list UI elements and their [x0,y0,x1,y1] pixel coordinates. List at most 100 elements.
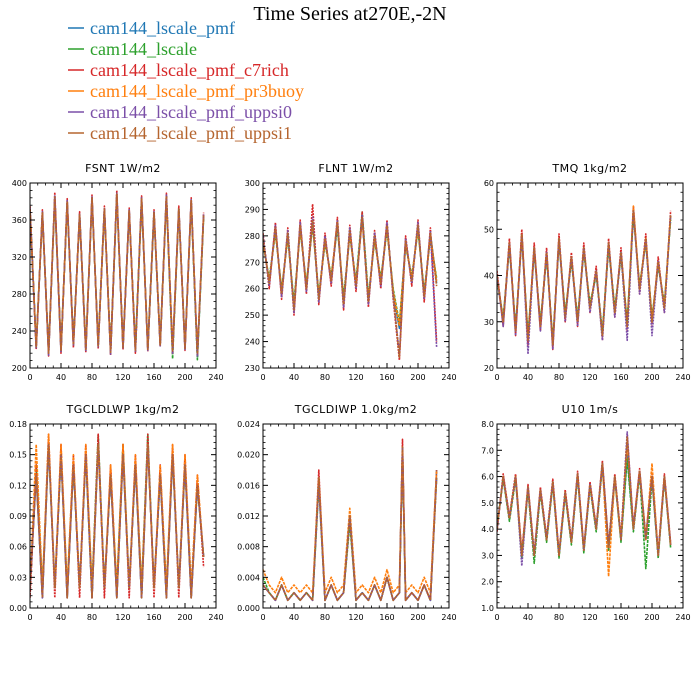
x-tick-label: 40 [56,373,66,382]
y-tick-label: 7.0 [481,446,494,455]
series-group [497,205,672,355]
legend-label: cam144_lscale_pmf_uppsi0 [90,102,292,122]
series-group [263,438,438,602]
series-line [30,193,205,355]
y-tick-label: 260 [245,285,260,294]
x-tick-label: 40 [523,613,533,622]
y-tick-label: 0.008 [237,543,260,552]
y-tick-label: 0.00 [9,604,27,613]
x-tick-label: 240 [208,373,223,382]
y-tick-label: 0.004 [237,573,260,582]
x-tick-label: 200 [177,613,192,622]
y-tick-label: 270 [245,258,260,267]
x-tick-label: 120 [582,613,597,622]
series-line [497,214,672,342]
y-tick-label: 0.012 [237,512,260,521]
panel-title: FSNT 1W/m2 [85,162,161,175]
x-tick-label: 120 [582,373,597,382]
chart-panel: TGCLDIWP 1.0kg/m2 0 40 80 120 160 200 240 0.000 0… [237,403,457,622]
y-tick-label: 50 [484,225,494,234]
x-tick-label: 80 [320,613,330,622]
y-tick-label: 60 [484,179,494,188]
legend-entry: cam144_lscale_pmf_c7rich [68,60,289,80]
y-tick-label: 3.0 [481,551,494,560]
series-line [497,205,672,346]
y-tick-label: 0.09 [9,512,27,521]
y-tick-label: 320 [12,253,27,262]
chart-panel: FLNT 1W/m2 0 40 80 120 160 200 240 230 240 250 260 2… [245,162,457,382]
panel-title: TGCLDLWP 1kg/m2 [66,403,180,416]
panel-title: FLNT 1W/m2 [318,162,393,175]
x-tick-label: 160 [613,373,628,382]
panel-title: TMQ 1kg/m2 [551,162,627,175]
x-tick-label: 120 [115,613,130,622]
x-tick-label: 80 [554,613,564,622]
y-tick-label: 5.0 [481,499,494,508]
series-line [497,210,672,355]
y-tick-label: 0.000 [237,604,260,613]
series-line [263,216,438,359]
series-group [30,433,205,599]
series-line [263,453,438,602]
y-tick-label: 0.03 [9,573,27,582]
y-tick-label: 290 [245,205,260,214]
series-line [497,436,672,557]
legend-label: cam144_lscale_pmf_uppsi1 [90,123,292,143]
y-tick-label: 2.0 [481,578,494,587]
y-tick-label: 4.0 [481,525,494,534]
x-tick-label: 200 [644,373,659,382]
series-line [30,443,205,599]
series-group [263,203,438,361]
legend-entry: cam144_lscale_pmf [68,18,235,38]
y-tick-label: 230 [245,364,260,373]
y-tick-label: 0.18 [9,420,27,429]
series-line [263,446,438,602]
x-tick-label: 120 [115,373,130,382]
x-tick-label: 40 [56,613,66,622]
y-tick-label: 250 [245,311,260,320]
y-tick-label: 0.12 [9,481,27,490]
x-tick-label: 0 [494,373,499,382]
x-tick-label: 160 [146,613,161,622]
y-tick-label: 0.06 [9,543,27,552]
x-tick-label: 160 [613,613,628,622]
legend-label: cam144_lscale_pmf [90,18,235,38]
y-tick-label: 240 [245,338,260,347]
chart-panel: FSNT 1W/m2 0 40 80 120 160 200 240 200 240 280 320 3… [12,162,224,382]
y-tick-label: 1.0 [481,604,494,613]
x-tick-label: 200 [177,373,192,382]
y-tick-label: 20 [484,364,494,373]
x-tick-label: 40 [289,613,299,622]
y-tick-label: 0.020 [237,451,260,460]
panel-title: TGCLDIWP 1.0kg/m2 [294,403,418,416]
series-line [263,203,438,361]
y-tick-label: 240 [12,327,27,336]
legend-label: cam144_lscale_pmf_pr3buoy [90,81,304,101]
legend-label: cam144_lscale_pmf_c7rich [90,60,289,80]
x-tick-label: 160 [379,613,394,622]
x-tick-label: 240 [441,373,456,382]
legend-entry: cam144_lscale [68,39,197,59]
x-tick-label: 80 [320,373,330,382]
x-tick-label: 240 [675,613,690,622]
chart-panel: TGCLDLWP 1kg/m2 0 40 80 120 160 200 240 0.00 0.03… [9,403,223,622]
y-tick-label: 280 [245,232,260,241]
x-tick-label: 160 [379,373,394,382]
x-tick-label: 80 [554,373,564,382]
x-tick-label: 240 [675,373,690,382]
x-tick-label: 200 [410,373,425,382]
legend-entry: cam144_lscale_pmf_pr3buoy [68,81,304,101]
series-line [263,446,438,594]
legend: cam144_lscale_pmfcam144_lscalecam144_lsc… [68,18,304,143]
x-tick-label: 0 [260,373,265,382]
y-tick-label: 40 [484,272,494,281]
y-tick-label: 8.0 [481,420,494,429]
main-title: Time Series at270E,-2N [253,3,446,25]
series-group [30,189,205,361]
x-tick-label: 0 [494,613,499,622]
x-tick-label: 80 [87,373,97,382]
x-tick-label: 200 [410,613,425,622]
x-tick-label: 120 [348,613,363,622]
x-tick-label: 40 [289,373,299,382]
